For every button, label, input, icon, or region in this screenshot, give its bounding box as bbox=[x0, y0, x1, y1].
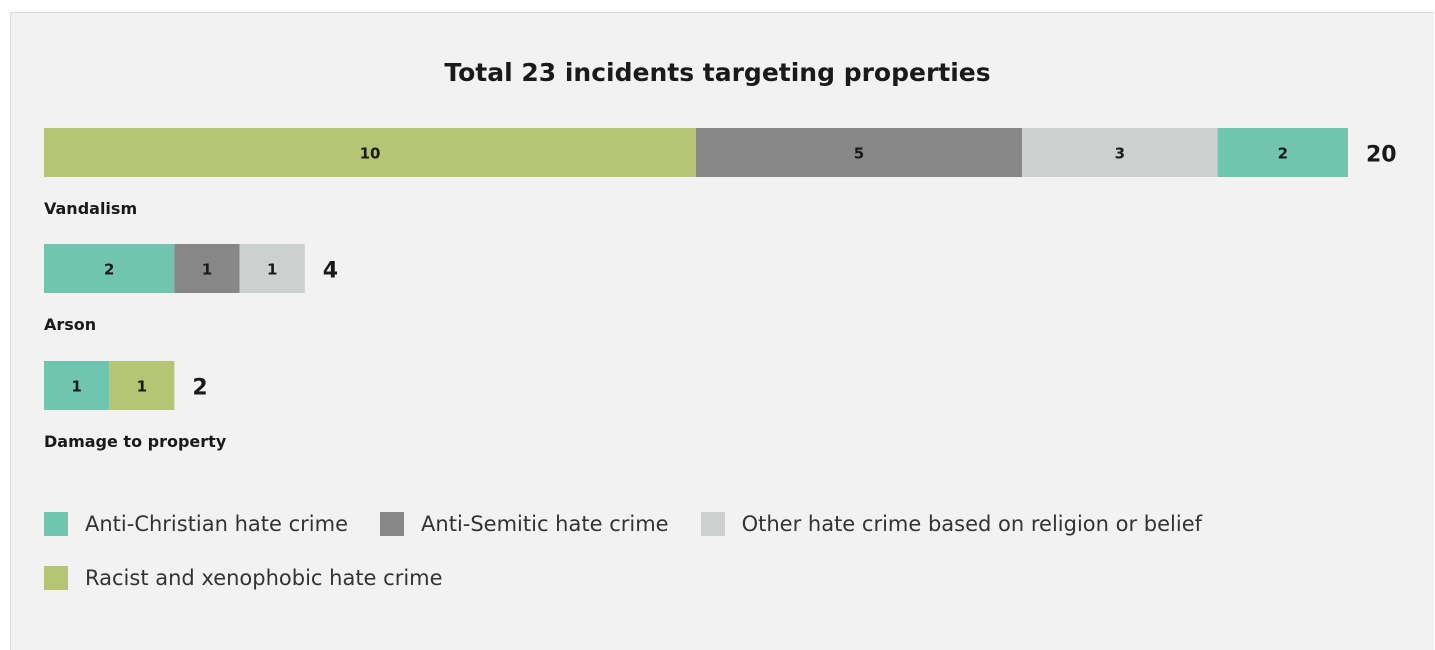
legend-swatch bbox=[700, 512, 725, 536]
bar-segment-vandalism-other-religion bbox=[1022, 128, 1218, 177]
legend-label: Other hate crime based on religion or be… bbox=[741, 512, 1203, 536]
segment-value-label: 1 bbox=[267, 261, 277, 279]
stacked-bar-chart: 10 5 3 2 20 Vandalism 2 1 1 4 Arson 1 1 2 Damage to pr… bbox=[44, 128, 1397, 451]
bar-total-label: 4 bbox=[323, 259, 338, 284]
bar-segment-vandalism-anti-christian bbox=[1217, 128, 1348, 177]
category-label-damage-to-property: Damage to property bbox=[44, 432, 227, 451]
segment-value-label: 10 bbox=[360, 145, 381, 163]
segment-value-label: 1 bbox=[202, 261, 212, 279]
legend-swatch bbox=[44, 566, 68, 590]
category-label-vandalism: Vandalism bbox=[44, 199, 137, 218]
legend-label: Anti-Semitic hate crime bbox=[421, 512, 669, 536]
legend-item-anti-christian: Anti-Christian hate crime bbox=[44, 506, 348, 542]
bar-segment-damage-to-property-anti-christian bbox=[44, 361, 110, 410]
bar-total-label: 20 bbox=[1366, 143, 1397, 168]
legend-item-anti-semitic: Anti-Semitic hate crime bbox=[380, 506, 669, 542]
bar-segment-arson-other-religion bbox=[239, 244, 305, 293]
category-label-arson: Arson bbox=[44, 315, 96, 334]
bar-total-label: 2 bbox=[192, 376, 207, 401]
segment-value-label: 2 bbox=[104, 261, 114, 279]
chart-title: Total 23 incidents targeting properties bbox=[444, 58, 991, 87]
legend-label: Anti-Christian hate crime bbox=[85, 512, 349, 536]
bar-segment-arson-anti-christian bbox=[44, 244, 175, 293]
segment-value-label: 2 bbox=[1278, 145, 1288, 163]
bar-segment-damage-to-property-racist bbox=[109, 361, 175, 410]
segment-value-label: 3 bbox=[1115, 145, 1125, 163]
legend-item-racist: Racist and xenophobic hate crime bbox=[44, 560, 443, 596]
segment-value-label: 5 bbox=[854, 145, 864, 163]
segment-value-label: 1 bbox=[137, 378, 147, 396]
legend-item-other-religion: Other hate crime based on religion or be… bbox=[700, 506, 1203, 542]
chart-panel bbox=[10, 12, 1434, 650]
bar-segment-vandalism-racist bbox=[44, 128, 696, 177]
bar-segment-arson-anti-semitic bbox=[174, 244, 240, 293]
legend-swatch bbox=[44, 512, 68, 536]
bar-segment-vandalism-anti-semitic bbox=[696, 128, 1022, 177]
chart-legend: Anti-Christian hate crime Anti-Semitic ha… bbox=[44, 506, 1384, 596]
legend-label: Racist and xenophobic hate crime bbox=[85, 566, 443, 590]
legend-swatch bbox=[380, 512, 405, 536]
segment-value-label: 1 bbox=[71, 378, 81, 396]
